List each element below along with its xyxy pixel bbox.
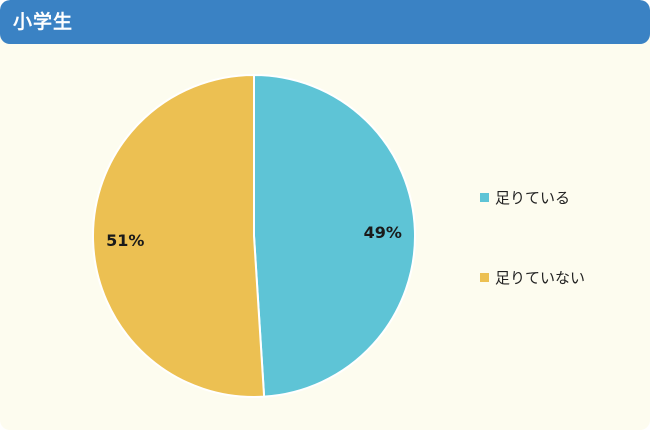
- pie-slice-not-enough: [91, 73, 266, 398]
- legend-item-not-enough: 足りていない: [480, 268, 585, 288]
- chart-title: 小学生: [13, 11, 74, 33]
- legend-swatch-enough: [480, 193, 489, 202]
- legend-label-not-enough: 足りていない: [495, 269, 586, 287]
- pie-slice-enough: [253, 73, 416, 398]
- slice-label-enough: 49%: [364, 223, 402, 242]
- chart-header: 小学生: [0, 0, 650, 44]
- legend-swatch-not-enough: [480, 273, 489, 282]
- slice-label-not-enough: 51%: [106, 231, 144, 250]
- legend-label-enough: 足りている: [495, 189, 571, 207]
- pie-chart: 49% 51%: [91, 73, 416, 398]
- legend-item-enough: 足りている: [480, 188, 570, 208]
